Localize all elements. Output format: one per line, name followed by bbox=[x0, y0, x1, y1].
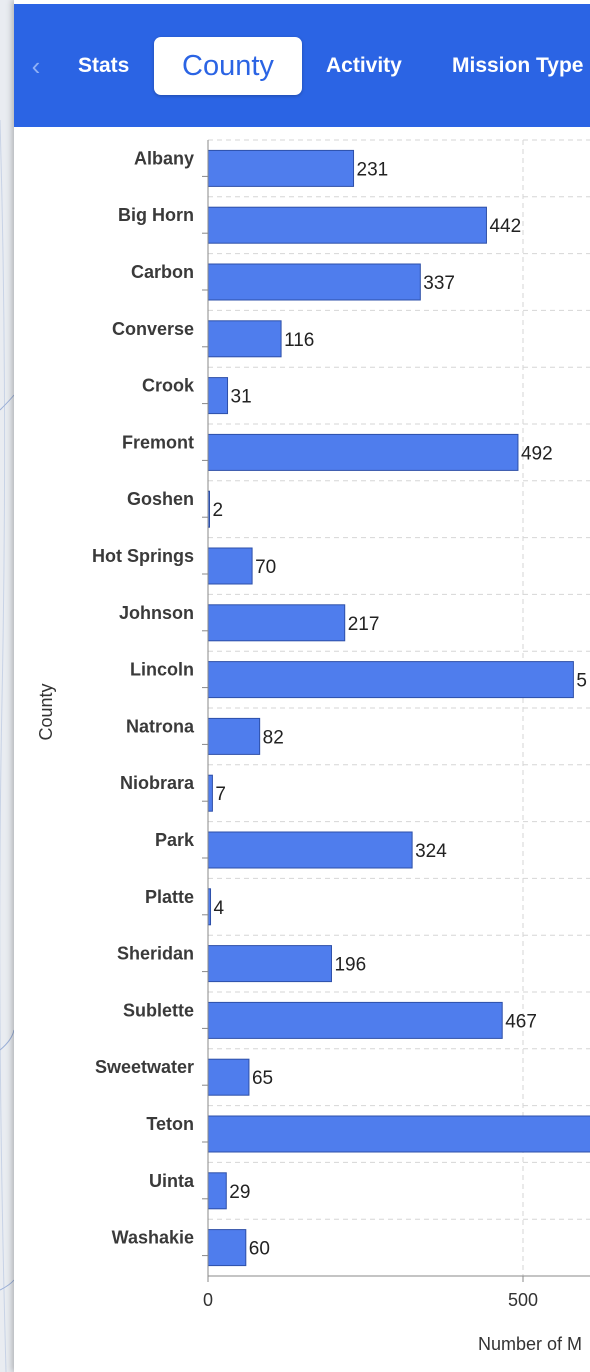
value-label: 4 bbox=[214, 898, 225, 919]
category-label: Niobrara bbox=[120, 773, 195, 793]
axes bbox=[202, 140, 590, 1282]
category-label: Sheridan bbox=[117, 944, 194, 964]
tab-mission-type[interactable]: Mission Type bbox=[452, 54, 584, 77]
value-label: 7 bbox=[215, 784, 226, 805]
tab-county[interactable]: County bbox=[154, 37, 302, 95]
tab-bar: ‹ Stats County Activity Mission Type bbox=[14, 4, 590, 127]
value-label: 2 bbox=[213, 500, 224, 521]
bar[interactable] bbox=[207, 1115, 590, 1153]
bar[interactable] bbox=[207, 547, 253, 585]
value-label: 65 bbox=[252, 1068, 273, 1089]
y-axis-title: County bbox=[36, 683, 56, 740]
category-label: Carbon bbox=[131, 262, 194, 282]
tab-activity[interactable]: Activity bbox=[326, 54, 402, 77]
bar[interactable] bbox=[207, 433, 519, 471]
category-label: Crook bbox=[142, 376, 195, 396]
bar[interactable] bbox=[207, 831, 413, 869]
bar[interactable] bbox=[207, 945, 332, 983]
category-label: Johnson bbox=[119, 603, 194, 623]
category-label: Lincoln bbox=[130, 660, 194, 680]
bar[interactable] bbox=[207, 377, 229, 415]
value-label: 442 bbox=[489, 216, 521, 237]
x-tick-label: 500 bbox=[508, 1290, 538, 1310]
grid-lines bbox=[208, 139, 590, 1277]
value-label: 5 bbox=[576, 671, 587, 692]
value-label: 467 bbox=[505, 1011, 537, 1032]
x-axis-title: Number of M bbox=[478, 1334, 582, 1354]
value-label: 60 bbox=[249, 1239, 270, 1260]
value-label: 82 bbox=[263, 727, 284, 748]
value-label: 492 bbox=[521, 443, 553, 464]
value-label: 196 bbox=[334, 955, 366, 976]
category-label: Fremont bbox=[122, 432, 194, 452]
category-label: Park bbox=[155, 830, 195, 850]
bar[interactable] bbox=[207, 263, 421, 301]
bar[interactable] bbox=[207, 604, 346, 642]
category-label: Platte bbox=[145, 887, 194, 907]
chart-panel: ‹ Stats County Activity Mission Type Alb… bbox=[14, 0, 590, 1372]
value-label: 324 bbox=[415, 841, 447, 862]
bar[interactable] bbox=[207, 774, 213, 812]
bar[interactable] bbox=[207, 320, 282, 358]
bar[interactable] bbox=[207, 661, 574, 699]
bar[interactable] bbox=[207, 1058, 250, 1096]
tab-stats[interactable]: Stats bbox=[78, 54, 130, 77]
value-label: 70 bbox=[255, 557, 276, 578]
value-label: 29 bbox=[229, 1182, 250, 1203]
x-tick-label: 0 bbox=[203, 1290, 213, 1310]
bar[interactable] bbox=[207, 206, 487, 244]
bar[interactable] bbox=[207, 149, 355, 187]
bars bbox=[207, 149, 590, 1267]
bar[interactable] bbox=[207, 1229, 247, 1267]
category-label: Converse bbox=[112, 319, 194, 339]
bar[interactable] bbox=[207, 1001, 503, 1039]
category-label: Sweetwater bbox=[95, 1057, 194, 1077]
bar[interactable] bbox=[207, 717, 261, 755]
category-label: Goshen bbox=[127, 489, 194, 509]
value-label: 217 bbox=[348, 614, 380, 635]
category-label: Big Horn bbox=[118, 205, 194, 225]
value-label: 231 bbox=[357, 159, 389, 180]
category-label: Natrona bbox=[126, 716, 195, 736]
category-label: Uinta bbox=[149, 1171, 195, 1191]
chevron-left-icon[interactable]: ‹ bbox=[31, 51, 41, 81]
category-label: Sublette bbox=[123, 1000, 194, 1020]
value-label: 337 bbox=[423, 273, 455, 294]
value-label: 116 bbox=[284, 330, 314, 351]
category-label: Teton bbox=[146, 1114, 194, 1134]
bar[interactable] bbox=[207, 1172, 227, 1210]
value-label: 31 bbox=[231, 387, 252, 408]
category-label: Washakie bbox=[112, 1228, 194, 1248]
category-label: Hot Springs bbox=[92, 546, 194, 566]
category-label: Albany bbox=[134, 148, 194, 168]
